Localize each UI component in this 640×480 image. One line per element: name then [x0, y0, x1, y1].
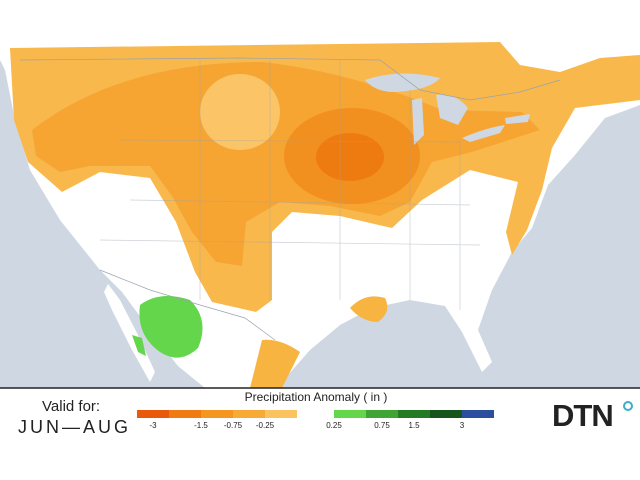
legend-tick-label: 0.25 [326, 421, 342, 430]
legend-swatch [462, 410, 494, 418]
map [0, 40, 640, 388]
legend-swatch [137, 410, 169, 418]
legend-swatch [233, 410, 265, 418]
valid-label: Valid for: [42, 398, 100, 415]
legend-tick-label: -0.75 [224, 421, 243, 430]
borders [19, 57, 561, 341]
lake-ontario [505, 114, 530, 124]
precip-green-baja [132, 335, 146, 356]
legend-swatch [366, 410, 398, 418]
legend-tick-label: 1.5 [408, 421, 420, 430]
legend-tick-label: 3 [460, 421, 465, 430]
logo: DTN [552, 398, 613, 433]
legend-swatch [334, 410, 366, 418]
baja [104, 284, 155, 382]
legend-tick-label: -3 [149, 421, 157, 430]
legend-tick-label: 0.75 [374, 421, 390, 430]
lake-huron [436, 94, 468, 125]
legend-swatch [398, 410, 430, 418]
precip-pale [200, 74, 280, 150]
legend-swatch [169, 410, 201, 418]
precip-gulf [350, 296, 388, 322]
border [19, 57, 561, 101]
precip-green [139, 296, 203, 358]
legend-swatch [201, 410, 233, 418]
lake-michigan [412, 98, 424, 145]
legend-swatch [265, 410, 297, 418]
valid-period: JUN—AUG [18, 417, 131, 437]
legend: -3 -1.5 -0.75 -0.25 0.25 0.75 1.5 3 [137, 410, 494, 430]
legend-title: Precipitation Anomaly ( in ) [245, 390, 388, 404]
state-lines [99, 60, 481, 310]
legend-tick-label: -0.25 [256, 421, 275, 430]
precip-strongest [316, 133, 384, 181]
logo-dot [623, 401, 633, 411]
lake-superior [365, 73, 440, 92]
border [99, 269, 276, 341]
legend-tick-label: -1.5 [194, 421, 208, 430]
lake-erie [462, 125, 505, 142]
precip-texas [250, 339, 300, 388]
legend-swatch [430, 410, 462, 418]
great-lakes [365, 73, 530, 145]
